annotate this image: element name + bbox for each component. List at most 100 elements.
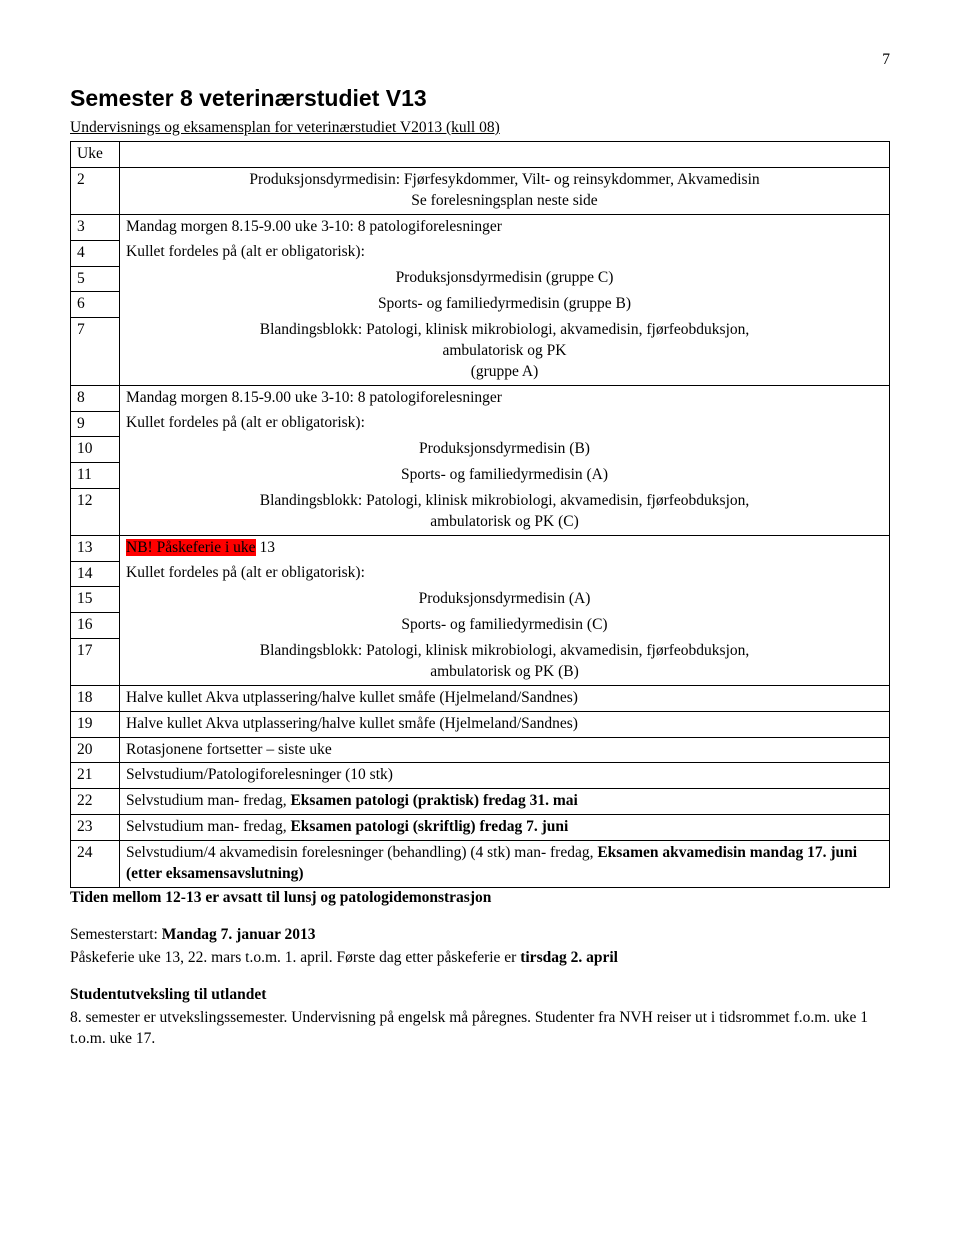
text: Selvstudium man- fredag, bbox=[126, 818, 290, 835]
week-cell: 23 bbox=[71, 815, 120, 841]
cell: Produksjonsdyrmedisin (gruppe C) bbox=[120, 266, 890, 292]
cell: Kullet fordeles på (alt er obligatorisk)… bbox=[120, 561, 890, 587]
week-cell: 15 bbox=[71, 587, 120, 613]
page-number: 7 bbox=[70, 50, 890, 71]
cell: Mandag morgen 8.15-9.00 uke 3-10: 8 pato… bbox=[120, 385, 890, 411]
table-row: 7 Blandingsblokk: Patologi, klinisk mikr… bbox=[71, 318, 890, 385]
cell: Mandag morgen 8.15-9.00 uke 3-10: 8 pato… bbox=[120, 214, 890, 240]
week-cell: 5 bbox=[71, 266, 120, 292]
table-row: 17 Blandingsblokk: Patologi, klinisk mik… bbox=[71, 639, 890, 685]
text: Blandingsblokk: Patologi, klinisk mikrob… bbox=[260, 492, 750, 509]
table-row: 4 Kullet fordeles på (alt er obligatoris… bbox=[71, 240, 890, 266]
table-row: 11 Sports- og familiedyrmedisin (A) bbox=[71, 463, 890, 489]
week-cell: 7 bbox=[71, 318, 120, 385]
text: Påskeferie uke 13, 22. mars t.o.m. 1. ap… bbox=[70, 949, 520, 966]
table-row: 18 Halve kullet Akva utplassering/halve … bbox=[71, 685, 890, 711]
text-bold: Eksamen patologi (skriftlig) fredag 7. j… bbox=[290, 818, 568, 835]
table-row: Uke bbox=[71, 141, 890, 167]
cell: Blandingsblokk: Patologi, klinisk mikrob… bbox=[120, 318, 890, 385]
table-row: 14 Kullet fordeles på (alt er obligatori… bbox=[71, 561, 890, 587]
text: Blandingsblokk: Patologi, klinisk mikrob… bbox=[260, 321, 750, 338]
text: 13 bbox=[256, 539, 275, 556]
week-cell: 11 bbox=[71, 463, 120, 489]
text-bold: tirsdag 2. april bbox=[520, 949, 618, 966]
cell: Blandingsblokk: Patologi, klinisk mikrob… bbox=[120, 489, 890, 535]
text: ambulatorisk og PK (C) bbox=[430, 513, 579, 530]
week-cell: 8 bbox=[71, 385, 120, 411]
cell: Selvstudium man- fredag, Eksamen patolog… bbox=[120, 789, 890, 815]
week-cell: 2 bbox=[71, 167, 120, 214]
week-cell: 19 bbox=[71, 711, 120, 737]
cell: Sports- og familiedyrmedisin (A) bbox=[120, 463, 890, 489]
text: Se forelesningsplan neste side bbox=[411, 192, 597, 209]
table-row: 24 Selvstudium/4 akvamedisin forelesning… bbox=[71, 841, 890, 888]
cell: NB! Påskeferie i uke 13 bbox=[120, 535, 890, 561]
cell: Halve kullet Akva utplassering/halve kul… bbox=[120, 711, 890, 737]
schedule-table: Uke 2 Produksjonsdyrmedisin: Fjørfesykdo… bbox=[70, 141, 890, 888]
week-cell: 12 bbox=[71, 489, 120, 535]
table-row: 10 Produksjonsdyrmedisin (B) bbox=[71, 437, 890, 463]
table-row: 16 Sports- og familiedyrmedisin (C) bbox=[71, 613, 890, 639]
cell: Halve kullet Akva utplassering/halve kul… bbox=[120, 685, 890, 711]
footer-line: 8. semester er utvekslingssemester. Unde… bbox=[70, 1008, 890, 1050]
table-row: 22 Selvstudium man- fredag, Eksamen pato… bbox=[71, 789, 890, 815]
footer-line: Påskeferie uke 13, 22. mars t.o.m. 1. ap… bbox=[70, 948, 890, 969]
cell: Produksjonsdyrmedisin (B) bbox=[120, 437, 890, 463]
cell: Selvstudium/Patologiforelesninger (10 st… bbox=[120, 763, 890, 789]
text: ambulatorisk og PK bbox=[443, 342, 567, 359]
cell: Rotasjonene fortsetter – siste uke bbox=[120, 737, 890, 763]
week-cell: 13 bbox=[71, 535, 120, 561]
table-row: 6 Sports- og familiedyrmedisin (gruppe B… bbox=[71, 292, 890, 318]
highlight-text: NB! Påskeferie i uke bbox=[126, 539, 256, 556]
table-row: 8 Mandag morgen 8.15-9.00 uke 3-10: 8 pa… bbox=[71, 385, 890, 411]
table-row: 19 Halve kullet Akva utplassering/halve … bbox=[71, 711, 890, 737]
cell: Kullet fordeles på (alt er obligatorisk)… bbox=[120, 411, 890, 437]
table-row: 3 Mandag morgen 8.15-9.00 uke 3-10: 8 pa… bbox=[71, 214, 890, 240]
text: Produksjonsdyrmedisin: Fjørfesykdommer, … bbox=[249, 171, 759, 188]
week-cell: 9 bbox=[71, 411, 120, 437]
cell: Sports- og familiedyrmedisin (C) bbox=[120, 613, 890, 639]
cell: Kullet fordeles på (alt er obligatorisk)… bbox=[120, 240, 890, 266]
week-cell: 22 bbox=[71, 789, 120, 815]
cell: Selvstudium man- fredag, Eksamen patolog… bbox=[120, 815, 890, 841]
table-row: 13 NB! Påskeferie i uke 13 bbox=[71, 535, 890, 561]
text-bold: Mandag 7. januar 2013 bbox=[162, 926, 316, 943]
cell: Produksjonsdyrmedisin: Fjørfesykdommer, … bbox=[120, 167, 890, 214]
cell: Selvstudium/4 akvamedisin forelesninger … bbox=[120, 841, 890, 888]
week-cell: 18 bbox=[71, 685, 120, 711]
table-row: 23 Selvstudium man- fredag, Eksamen pato… bbox=[71, 815, 890, 841]
footer-line: Tiden mellom 12-13 er avsatt til lunsj o… bbox=[70, 888, 890, 909]
week-cell: 16 bbox=[71, 613, 120, 639]
week-cell: 10 bbox=[71, 437, 120, 463]
text: Selvstudium man- fredag, bbox=[126, 792, 290, 809]
cell-empty bbox=[120, 141, 890, 167]
table-row: 20 Rotasjonene fortsetter – siste uke bbox=[71, 737, 890, 763]
cell: Sports- og familiedyrmedisin (gruppe B) bbox=[120, 292, 890, 318]
uke-header: Uke bbox=[71, 141, 120, 167]
text: Selvstudium/4 akvamedisin forelesninger … bbox=[126, 844, 597, 861]
table-row: 5 Produksjonsdyrmedisin (gruppe C) bbox=[71, 266, 890, 292]
table-row: 21 Selvstudium/Patologiforelesninger (10… bbox=[71, 763, 890, 789]
footer-heading: Studentutveksling til utlandet bbox=[70, 985, 890, 1006]
table-row: 12 Blandingsblokk: Patologi, klinisk mik… bbox=[71, 489, 890, 535]
cell: Blandingsblokk: Patologi, klinisk mikrob… bbox=[120, 639, 890, 685]
week-cell: 6 bbox=[71, 292, 120, 318]
footer-line: Semesterstart: Mandag 7. januar 2013 bbox=[70, 925, 890, 946]
week-cell: 4 bbox=[71, 240, 120, 266]
week-cell: 3 bbox=[71, 214, 120, 240]
table-row: 9 Kullet fordeles på (alt er obligatoris… bbox=[71, 411, 890, 437]
text: Blandingsblokk: Patologi, klinisk mikrob… bbox=[260, 642, 750, 659]
subtitle: Undervisnings og eksamensplan for veteri… bbox=[70, 118, 890, 139]
table-row: 15 Produksjonsdyrmedisin (A) bbox=[71, 587, 890, 613]
text: (gruppe A) bbox=[471, 363, 539, 380]
week-cell: 21 bbox=[71, 763, 120, 789]
table-row: 2 Produksjonsdyrmedisin: Fjørfesykdommer… bbox=[71, 167, 890, 214]
week-cell: 14 bbox=[71, 561, 120, 587]
text: Semesterstart: bbox=[70, 926, 162, 943]
page-title: Semester 8 veterinærstudiet V13 bbox=[70, 83, 890, 114]
text: ambulatorisk og PK (B) bbox=[430, 663, 579, 680]
text-bold: Eksamen patologi (praktisk) fredag 31. m… bbox=[290, 792, 577, 809]
cell: Produksjonsdyrmedisin (A) bbox=[120, 587, 890, 613]
week-cell: 24 bbox=[71, 841, 120, 888]
week-cell: 17 bbox=[71, 639, 120, 685]
